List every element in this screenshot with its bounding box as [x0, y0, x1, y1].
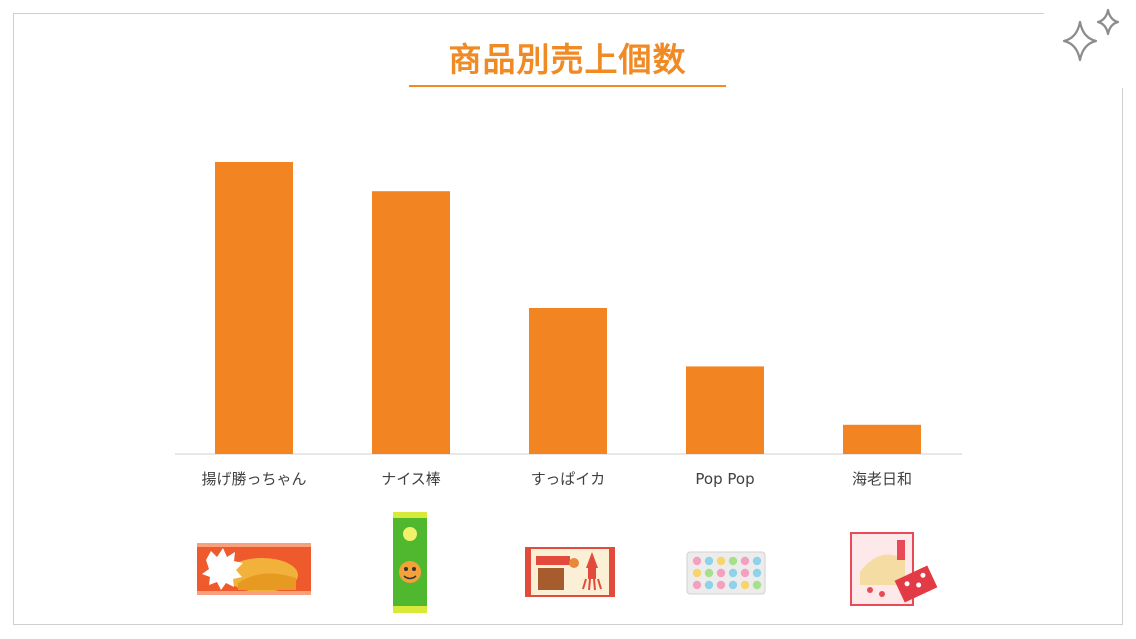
- candy-dot: [752, 556, 762, 566]
- candy-dot: [740, 580, 750, 590]
- category-label-4: 海老日和: [852, 470, 912, 488]
- candy-dot: [728, 568, 738, 578]
- bar-3: [686, 366, 764, 454]
- bar-2: [529, 308, 607, 454]
- chart-title: 商品別売上個数: [448, 40, 687, 79]
- candy-dot: [716, 568, 726, 578]
- candy-dot: [692, 568, 702, 578]
- candy-dot: [704, 556, 714, 566]
- candy-dot: [728, 580, 738, 590]
- candy-dot: [704, 580, 714, 590]
- squid-snack-icon: [525, 547, 615, 597]
- bar-0: [215, 162, 293, 454]
- candy-pack-icon: [686, 551, 766, 595]
- candy-dot: [704, 568, 714, 578]
- category-label-1: ナイス棒: [381, 470, 441, 488]
- candy-dot: [716, 580, 726, 590]
- bar-1: [372, 191, 450, 454]
- shrimp-cracker-icon: [850, 532, 938, 606]
- category-label-0: 揚げ勝っちゃん: [201, 470, 306, 488]
- candy-dot: [752, 568, 762, 578]
- category-label-2: すっぱイカ: [531, 470, 605, 488]
- title-underline: [409, 85, 726, 87]
- candy-dot: [740, 556, 750, 566]
- category-label-3: Pop Pop: [695, 470, 754, 488]
- sparkle-icon: [1062, 8, 1120, 62]
- candy-dot: [752, 580, 762, 590]
- fried-snack-bag-icon: [197, 543, 311, 595]
- stick-snack-icon: [393, 512, 427, 613]
- candy-dot: [692, 556, 702, 566]
- candy-dot: [740, 568, 750, 578]
- candy-dot: [716, 556, 726, 566]
- candy-dot: [728, 556, 738, 566]
- bar-4: [843, 424, 921, 454]
- candy-dot: [692, 580, 702, 590]
